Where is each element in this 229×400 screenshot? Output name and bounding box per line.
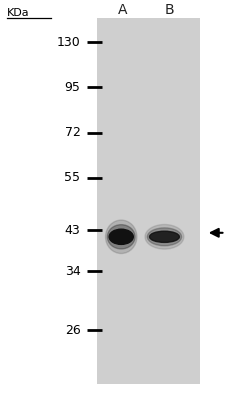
Text: 95: 95 [64,81,80,94]
Text: 55: 55 [64,172,80,184]
Bar [96,18,199,384]
Ellipse shape [107,225,134,249]
Text: 26: 26 [65,324,80,336]
Ellipse shape [147,228,181,246]
Ellipse shape [149,231,179,242]
Text: 130: 130 [57,36,80,48]
Text: A: A [118,3,127,17]
Text: KDa: KDa [7,8,29,18]
Bar [96,18,199,384]
Ellipse shape [144,224,183,249]
Text: 34: 34 [65,265,80,278]
Ellipse shape [109,229,133,244]
Text: B: B [164,3,173,17]
Text: 72: 72 [64,126,80,139]
Text: 43: 43 [65,224,80,236]
Ellipse shape [105,220,136,254]
